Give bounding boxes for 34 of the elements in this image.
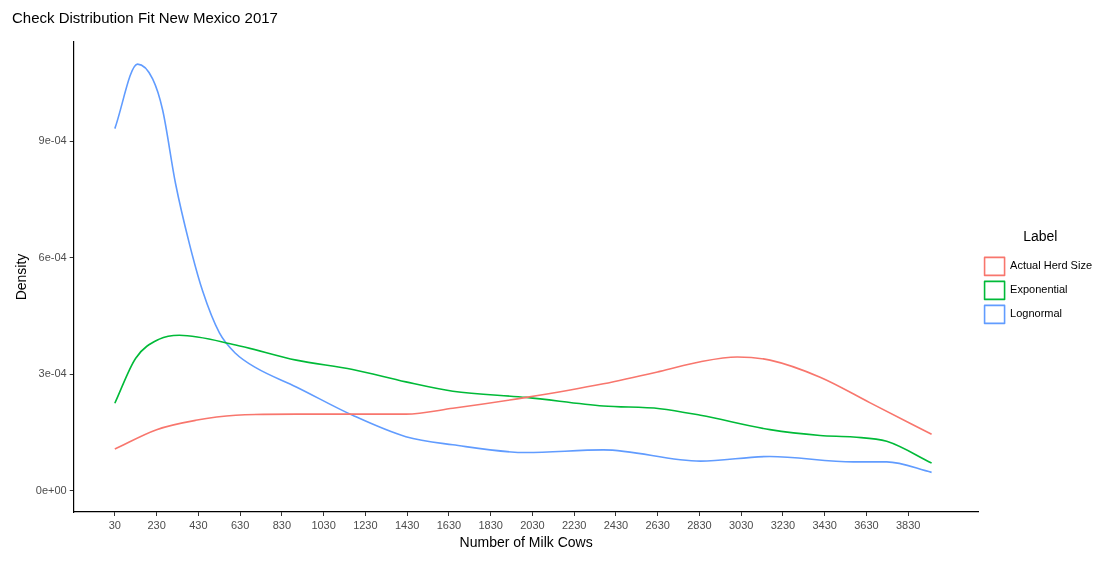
x-tick-label: 3430 xyxy=(812,518,837,531)
x-tick-label: 1030 xyxy=(311,518,336,531)
line-series xyxy=(114,63,933,474)
x-tick-label: 1430 xyxy=(394,518,420,531)
x-tick-label: 2030 xyxy=(520,518,545,531)
x-tick-label: 2230 xyxy=(561,518,587,531)
x-tick-label: 1630 xyxy=(436,518,462,531)
x-tick-label: 1230 xyxy=(353,518,378,531)
x-tick-label: 3830 xyxy=(895,518,921,531)
x-tick-label: 3630 xyxy=(854,518,879,531)
y-tick-label: 9e-04 xyxy=(38,134,67,147)
chart-title: Check Distribution Fit New Mexico 2017 xyxy=(12,9,278,27)
x-tick-label: 3230 xyxy=(770,518,796,531)
y-tick-label: 3e-04 xyxy=(38,367,67,380)
legend-label: Actual Herd Size xyxy=(1010,259,1093,272)
y-tick-label: 0e+00 xyxy=(35,483,67,496)
line-series xyxy=(114,334,933,464)
line-series xyxy=(114,356,933,450)
x-tick-label: 2630 xyxy=(645,518,670,531)
x-tick-label: 430 xyxy=(189,518,208,531)
x-tick-label: 3030 xyxy=(728,518,754,531)
x-tick-label: 30 xyxy=(108,518,121,531)
x-tick-label: 2830 xyxy=(687,518,712,531)
x-axis-title: Number of Milk Cows xyxy=(459,534,593,551)
x-tick-label: 230 xyxy=(147,518,166,531)
x-tick-label: 830 xyxy=(272,518,292,531)
legend-label: Exponential xyxy=(1010,283,1068,296)
x-tick-label: 2430 xyxy=(603,518,629,531)
x-tick-label: 1830 xyxy=(478,518,503,531)
legend-title: Label xyxy=(1023,228,1058,245)
legend-label: Lognormal xyxy=(1010,307,1063,320)
y-tick-label: 6e-04 xyxy=(38,250,67,263)
x-tick-label: 630 xyxy=(230,518,250,531)
y-axis-title: Density xyxy=(13,253,30,301)
